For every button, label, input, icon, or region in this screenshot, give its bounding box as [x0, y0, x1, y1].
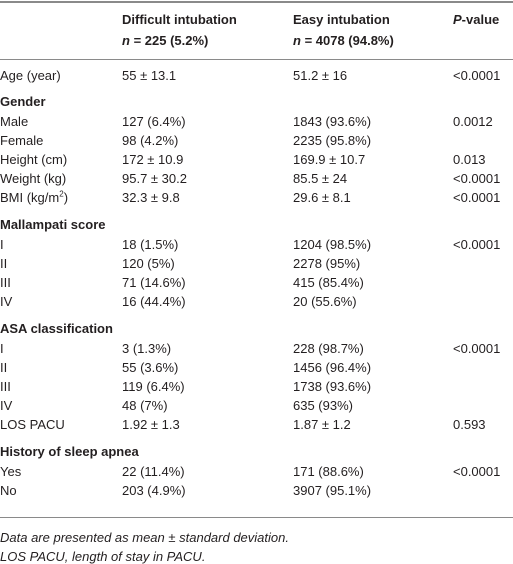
- cell: 415 (85.4%): [293, 275, 364, 290]
- cell: 98 (4.2%): [122, 133, 179, 148]
- cell: 172 ± 10.9: [122, 152, 184, 167]
- cell: 0.013: [453, 152, 486, 167]
- cell: 0.593: [453, 417, 486, 432]
- cell: 3907 (95.1%): [293, 483, 372, 498]
- label-superscript: 2: [59, 189, 64, 199]
- section-heading: History of sleep apnea: [0, 444, 139, 459]
- cell: 171 (88.6%): [293, 464, 364, 479]
- section-heading: Mallampati score: [0, 217, 106, 232]
- cell: 203 (4.9%): [122, 483, 186, 498]
- cell: 0.0012: [453, 114, 493, 129]
- row-label: Age (year): [0, 68, 61, 83]
- cell: 169.9 ± 10.7: [293, 152, 366, 167]
- cell: 127 (6.4%): [122, 114, 186, 129]
- cell: 1456 (96.4%): [293, 360, 372, 375]
- cell: 22 (11.4%): [122, 464, 185, 479]
- cell: 48 (7%): [122, 398, 168, 413]
- footnote: Data are presented as mean ± standard de…: [0, 530, 289, 545]
- cell: 51.2 ± 16: [293, 68, 348, 83]
- row-label: III: [0, 379, 11, 394]
- column-subheader: n = 225 (5.2%): [122, 33, 208, 49]
- row-label: III: [0, 275, 11, 290]
- cell: <0.0001: [453, 190, 501, 205]
- row-label: IV: [0, 294, 13, 309]
- section-heading: Gender: [0, 94, 46, 109]
- cell: 71 (14.6%): [122, 275, 186, 290]
- column-subheader: n = 4078 (94.8%): [293, 33, 394, 49]
- bottom-rule: [0, 517, 513, 518]
- cell: 1.92 ± 1.3: [122, 417, 180, 432]
- cell: 228 (98.7%): [293, 341, 364, 356]
- cell: 2235 (95.8%): [293, 133, 372, 148]
- cell: <0.0001: [453, 68, 501, 83]
- cell: 55 ± 13.1: [122, 68, 177, 83]
- cell: 18 (1.5%): [122, 237, 179, 252]
- row-label: II: [0, 256, 8, 271]
- column-header: Difficult intubation: [122, 12, 237, 27]
- cell: 2278 (95%): [293, 256, 361, 271]
- cell: 1204 (98.5%): [293, 237, 372, 252]
- footnote: LOS PACU, length of stay in PACU.: [0, 549, 206, 564]
- row-label: LOS PACU: [0, 417, 65, 432]
- section-heading: ASA classification: [0, 321, 113, 336]
- cell: 55 (3.6%): [122, 360, 179, 375]
- column-header: P-value: [453, 12, 499, 28]
- cell: 95.7 ± 30.2: [122, 171, 187, 186]
- n-symbol: n: [293, 33, 301, 48]
- cell: <0.0001: [453, 237, 501, 252]
- cell: 20 (55.6%): [293, 294, 357, 309]
- row-label: Yes: [0, 464, 22, 479]
- row-label: I: [0, 237, 4, 252]
- header-rule: [0, 59, 513, 60]
- row-label: BMI (kg/m2): [0, 190, 68, 206]
- cell: 1843 (93.6%): [293, 114, 372, 129]
- n-text: = 225 (5.2%): [129, 33, 209, 48]
- row-label: Male: [0, 114, 29, 129]
- cell: 1738 (93.6%): [293, 379, 372, 394]
- column-header: Easy intubation: [293, 12, 390, 27]
- n-text: = 4078 (94.8%): [300, 33, 394, 48]
- row-label: II: [0, 360, 8, 375]
- cell: 119 (6.4%): [122, 379, 185, 394]
- top-rule: [0, 1, 513, 3]
- row-label: IV: [0, 398, 13, 413]
- cell: 29.6 ± 8.1: [293, 190, 351, 205]
- p-text: -value: [461, 12, 500, 27]
- cell: <0.0001: [453, 171, 501, 186]
- cell: <0.0001: [453, 464, 501, 479]
- cell: 120 (5%): [122, 256, 175, 271]
- p-symbol: P: [453, 12, 462, 27]
- row-label: Height (cm): [0, 152, 68, 167]
- cell: 1.87 ± 1.2: [293, 417, 351, 432]
- cell: 635 (93%): [293, 398, 353, 413]
- label-text: BMI (kg/m: [0, 190, 60, 205]
- n-symbol: n: [122, 33, 130, 48]
- row-label: Weight (kg): [0, 171, 67, 186]
- row-label: Female: [0, 133, 44, 148]
- cell: 85.5 ± 24: [293, 171, 348, 186]
- cell: <0.0001: [453, 341, 501, 356]
- row-label: I: [0, 341, 4, 356]
- cell: 16 (44.4%): [122, 294, 186, 309]
- cell: 32.3 ± 9.8: [122, 190, 180, 205]
- row-label: No: [0, 483, 17, 498]
- label-text: ): [63, 190, 69, 205]
- cell: 3 (1.3%): [122, 341, 172, 356]
